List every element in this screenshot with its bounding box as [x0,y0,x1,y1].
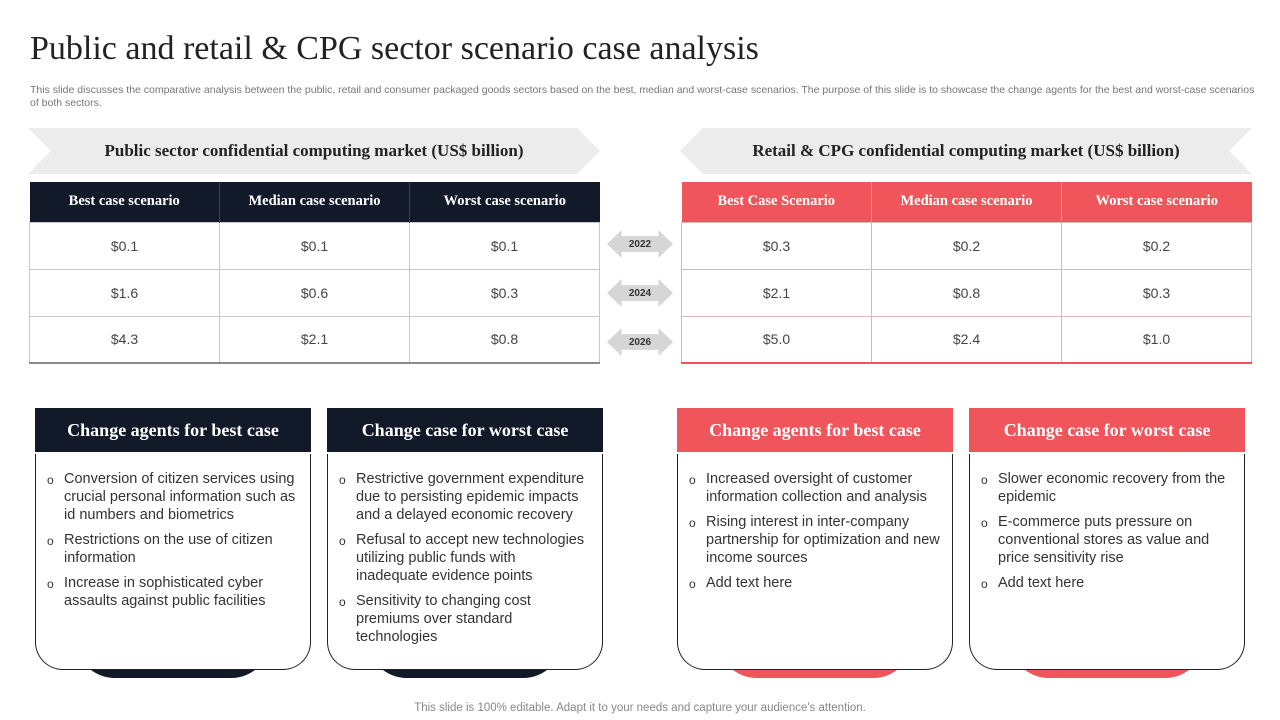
year-2024-arrow-icon: 2024 [607,279,673,307]
bullet-circle-icon: o [47,473,54,487]
table-row: $4.3 $2.1 $0.8 [29,315,600,364]
table-cell: $0.3 [681,221,872,270]
table-cell: $0.1 [29,221,220,270]
card-body: o Slower economic recovery from the epide… [969,454,1245,670]
bullet-list: o Increased oversight of customer informa… [686,470,940,592]
table-cell: $2.1 [219,315,410,364]
table-cell: $0.3 [409,268,600,317]
bullet-circle-icon: o [339,595,346,609]
table-cell: $0.3 [1061,268,1252,317]
list-item-text: Restrictions on the use of citizen infor… [64,532,273,566]
table-cell: $2.4 [871,315,1062,364]
header-median-case: Median case scenario [219,182,410,222]
bullet-list: o Restrictive government expenditure due … [336,470,590,646]
year-2026-arrow-icon: 2026 [607,328,673,356]
header-worst-case: Worst case scenario [409,182,600,222]
header-best-case: Best case scenario [29,182,220,222]
public-sector-banner: Public sector confidential computing mar… [28,128,600,174]
card-title: Change case for worst case [327,408,603,452]
list-item-text: Increase in sophisticated cyber assaults… [64,575,266,609]
list-item-text: Increased oversight of customer informat… [706,471,927,505]
list-item: o Slower economic recovery from the epide… [978,470,1232,506]
list-item: o Sensitivity to changing cost premiums o… [336,592,590,646]
table-row: $1.6 $0.6 $0.3 [29,268,600,317]
list-item-text: Sensitivity to changing cost premiums ov… [356,593,531,645]
table-cell: $0.1 [409,221,600,270]
list-item-text: Restrictive government expenditure due t… [356,471,585,523]
public-sector-table: Best case scenario Median case scenario … [29,182,600,364]
table-cell: $0.8 [871,268,1062,317]
list-item-text: Rising interest in inter-company partner… [706,514,940,566]
list-item: o Increased oversight of customer informa… [686,470,940,506]
list-item-text: E-commerce puts pressure on conventional… [998,514,1210,566]
bullet-circle-icon: o [47,534,54,548]
retail-worst-case-card: o Slower economic recovery from the epide… [969,408,1245,678]
list-item-text: Add text here [998,575,1085,591]
table-cell: $4.3 [29,315,220,364]
bullet-list: o Conversion of citizen services using cr… [44,470,298,610]
card-title: Change case for worst case [969,408,1245,452]
bullet-circle-icon: o [689,577,696,591]
bullet-circle-icon: o [981,516,988,530]
list-item: o Restrictive government expenditure due … [336,470,590,524]
bullet-circle-icon: o [981,473,988,487]
bullet-circle-icon: o [689,516,696,530]
list-item: o Restrictions on the use of citizen info… [44,531,298,567]
table-header-row: Best Case Scenario Median case scenario … [681,182,1252,222]
table-cell: $1.0 [1061,315,1252,364]
header-median-case: Median case scenario [871,182,1062,222]
table-cell: $0.6 [219,268,410,317]
bullet-list: o Slower economic recovery from the epide… [978,470,1232,592]
table-cell: $0.2 [1061,221,1252,270]
bullet-circle-icon: o [47,577,54,591]
card-body: o Conversion of citizen services using cr… [35,454,311,670]
card-title: Change agents for best case [677,408,953,452]
table-row: $5.0 $2.4 $1.0 [681,315,1252,364]
retail-cpg-table: Best Case Scenario Median case scenario … [681,182,1252,364]
year-2022-arrow-icon: 2022 [607,230,673,258]
footer-note: This slide is 100% editable. Adapt it to… [414,702,866,714]
table-cell: $5.0 [681,315,872,364]
table-cell: $0.1 [219,221,410,270]
public-worst-case-card: o Restrictive government expenditure due … [327,408,603,678]
bullet-circle-icon: o [339,534,346,548]
table-row: $0.1 $0.1 $0.1 [29,221,600,270]
list-item-text: Refusal to accept new technologies utili… [356,532,585,584]
table-cell: $0.2 [871,221,1062,270]
list-item-text: Conversion of citizen services using cru… [64,471,296,523]
table-row: $0.3 $0.2 $0.2 [681,221,1252,270]
list-item: o E-commerce puts pressure on conventiona… [978,513,1232,567]
table-cell: $1.6 [29,268,220,317]
list-item: o Refusal to accept new technologies util… [336,531,590,585]
card-title: Change agents for best case [35,408,311,452]
table-row: $2.1 $0.8 $0.3 [681,268,1252,317]
page-subtitle: This slide discusses the comparative ana… [30,84,1255,109]
public-best-case-card: o Conversion of citizen services using cr… [35,408,311,678]
bullet-circle-icon: o [689,473,696,487]
list-item: o Add text here [686,574,940,592]
header-worst-case: Worst case scenario [1061,182,1252,222]
list-item-text: Add text here [706,575,793,591]
card-body: o Restrictive government expenditure due … [327,454,603,670]
list-item: o Rising interest in inter-company partne… [686,513,940,567]
table-cell: $0.8 [409,315,600,364]
card-body: o Increased oversight of customer informa… [677,454,953,670]
list-item: o Increase in sophisticated cyber assault… [44,574,298,610]
bullet-circle-icon: o [981,577,988,591]
list-item-text: Slower economic recovery from the epidem… [998,471,1226,505]
retail-cpg-banner: Retail & CPG confidential computing mark… [680,128,1252,174]
page-title: Public and retail & CPG sector scenario … [30,30,759,67]
header-best-case: Best Case Scenario [681,182,872,222]
bullet-circle-icon: o [339,473,346,487]
table-header-row: Best case scenario Median case scenario … [29,182,600,222]
retail-best-case-card: o Increased oversight of customer informa… [677,408,953,678]
list-item: o Conversion of citizen services using cr… [44,470,298,524]
table-cell: $2.1 [681,268,872,317]
list-item: o Add text here [978,574,1232,592]
